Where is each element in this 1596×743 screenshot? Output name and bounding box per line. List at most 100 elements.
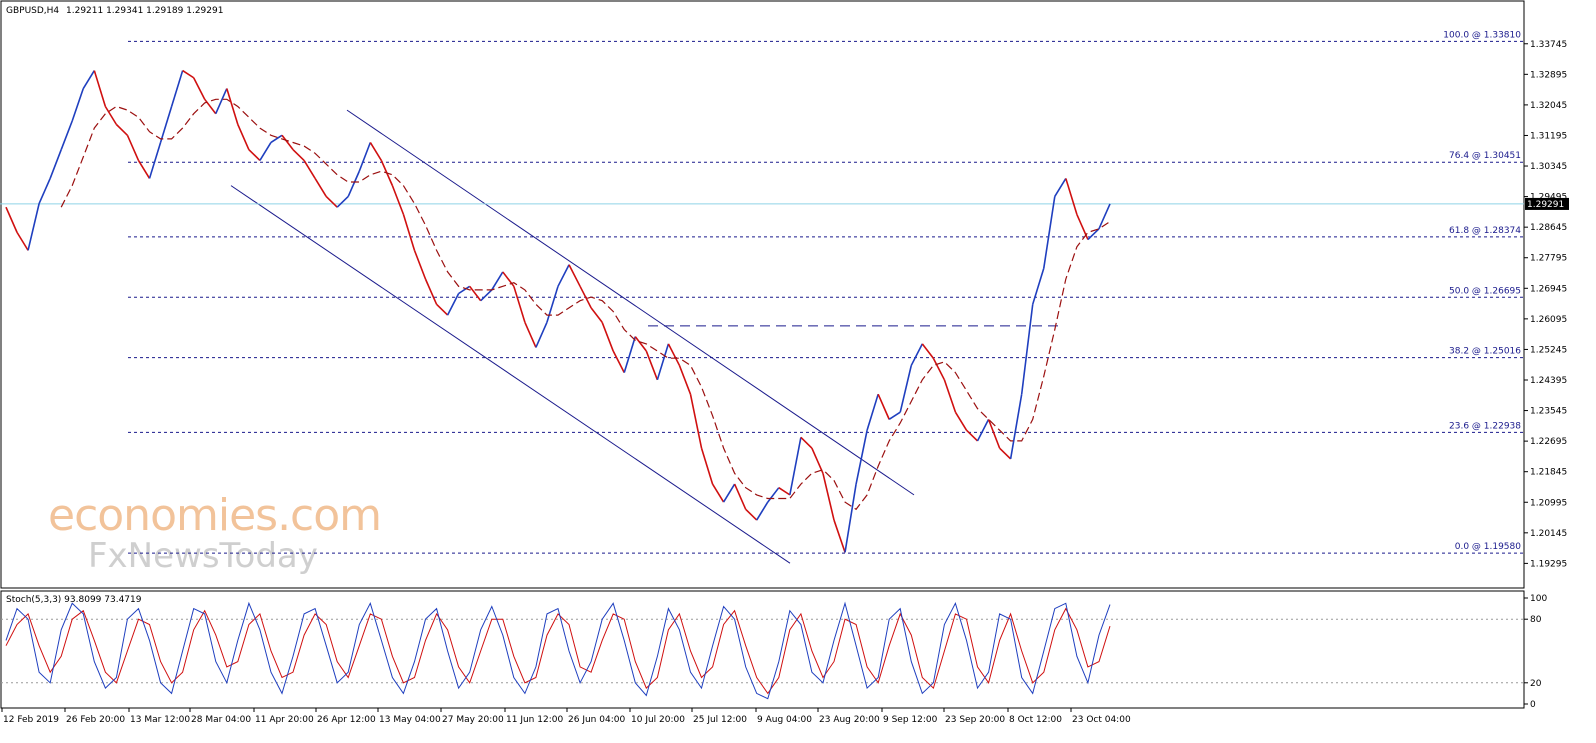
price-segment: [767, 487, 780, 503]
price-segment: [5, 206, 18, 233]
time-tick-label: 12 Feb 2019: [3, 715, 59, 725]
price-segment: [844, 483, 857, 553]
price-tick-label: 1.33745: [1530, 40, 1567, 50]
price-segment: [1054, 178, 1067, 197]
price-segment: [568, 264, 581, 287]
price-segment: [413, 250, 427, 280]
price-tick-label: 1.26945: [1530, 284, 1567, 294]
price-segment: [866, 393, 879, 431]
price-tick-label: 1.23545: [1530, 407, 1567, 417]
price-tick-label: 1.29495: [1530, 193, 1567, 203]
price-segment: [303, 160, 316, 179]
price-segment: [182, 69, 195, 79]
time-axis: 12 Feb 2019 26 Feb 20:00 13 Mar 12:00 28 Ma…: [1, 708, 1131, 725]
price-segment: [1098, 203, 1111, 230]
price-segment: [1042, 196, 1056, 269]
price-segment: [71, 88, 85, 122]
price-segment: [115, 123, 128, 136]
price-segment: [700, 447, 714, 485]
chart-header-ohlc: 1.29211 1.29341 1.29189 1.29291: [66, 6, 223, 16]
price-segment: [436, 303, 449, 316]
stoch-signal-line: [5, 607, 1111, 695]
price-segment: [237, 124, 250, 150]
price-segment: [491, 271, 504, 291]
stoch-tick-label: 80: [1530, 615, 1542, 625]
price-segment: [93, 70, 107, 107]
price-segment: [667, 343, 681, 366]
price-segment: [711, 483, 725, 503]
price-segment: [325, 195, 338, 208]
price-segment: [82, 70, 96, 89]
price-panel-frame: [0, 0, 1525, 589]
channel-upper-line: [346, 109, 915, 496]
fib-level-label: 0.0 @ 1.19580: [1455, 542, 1522, 552]
time-tick-label: 26 Apr 12:00: [317, 715, 376, 725]
price-segment: [369, 142, 383, 161]
price-segment: [281, 134, 294, 151]
price-segment: [259, 142, 272, 161]
price-series: [5, 69, 1111, 553]
time-tick-label: 11 Apr 20:00: [255, 715, 314, 725]
price-segment: [789, 437, 802, 496]
price-tick-label: 1.32045: [1530, 101, 1567, 111]
price-axis: 1.33745 1.32895 1.32045 1.31195 1.30345 1.294…: [1524, 40, 1567, 569]
price-tick-label: 1.26095: [1530, 315, 1567, 325]
price-segment: [170, 70, 184, 107]
price-tick-label: 1.28645: [1530, 223, 1567, 233]
price-segment: [38, 178, 51, 204]
fib-level-label: 50.0 @ 1.26695: [1449, 286, 1521, 296]
stoch-grid: [1, 618, 1524, 684]
price-tick-label: 1.25245: [1530, 345, 1567, 355]
time-tick-label: 9 Sep 12:00: [883, 715, 938, 725]
fib-level-label: 61.8 @ 1.28374: [1449, 226, 1521, 236]
stoch-axis: 100 80 20 0: [1524, 594, 1547, 710]
price-segment: [601, 321, 614, 352]
price-segment: [469, 285, 482, 302]
price-segment: [358, 142, 372, 172]
watermark-line2: FxNewsToday: [88, 536, 318, 576]
price-segment: [822, 473, 835, 521]
price-segment: [954, 411, 968, 431]
price-segment: [1087, 228, 1100, 241]
stoch-panel-frame: [0, 590, 1525, 709]
price-segment: [800, 436, 813, 449]
stoch-tick-label: 100: [1530, 594, 1547, 604]
price-segment: [1065, 178, 1078, 215]
current-price-label: 1.29291: [1527, 200, 1564, 210]
price-segment: [215, 88, 228, 115]
price-segment: [999, 447, 1012, 460]
time-tick-label: 10 Jul 20:00: [631, 715, 685, 725]
fib-level-label: 100.0 @ 1.33810: [1443, 30, 1521, 40]
price-tick-label: 1.31195: [1530, 131, 1567, 141]
price-grid: 100.0 @ 1.33810 76.4 @ 1.30451 61.8 @ 1.28…: [0, 30, 1569, 564]
price-tick-label: 1.32895: [1530, 70, 1567, 80]
price-segment: [1020, 304, 1034, 395]
price-segment: [148, 142, 162, 179]
channel-lower-line: [230, 185, 791, 564]
time-tick-label: 28 Mar 04:00: [191, 715, 251, 725]
price-segment: [678, 365, 692, 395]
price-segment: [733, 483, 747, 510]
price-segment: [778, 487, 791, 496]
stoch-header: Stoch(5,3,3) 93.8099 73.4719: [6, 595, 142, 605]
price-segment: [899, 365, 913, 413]
price-tick-label: 1.20995: [1530, 498, 1567, 508]
price-segment: [391, 185, 405, 215]
price-segment: [689, 394, 703, 449]
time-tick-label: 23 Oct 04:00: [1072, 715, 1131, 725]
price-segment: [811, 447, 824, 474]
price-segment: [446, 293, 460, 316]
stoch-main-line: [5, 601, 1111, 700]
price-segment: [292, 149, 305, 162]
price-tick-label: 1.30345: [1530, 162, 1567, 172]
fib-level-label: 38.2 @ 1.25016: [1449, 347, 1521, 357]
time-tick-label: 13 Mar 12:00: [130, 715, 190, 725]
price-segment: [27, 203, 40, 251]
price-segment: [888, 411, 901, 421]
fib-level-label: 76.4 @ 1.30451: [1449, 151, 1521, 161]
price-segment: [1031, 268, 1045, 305]
price-segment: [745, 508, 758, 521]
price-segment: [424, 278, 438, 305]
fib-level-label: 23.6 @ 1.22938: [1449, 421, 1521, 431]
